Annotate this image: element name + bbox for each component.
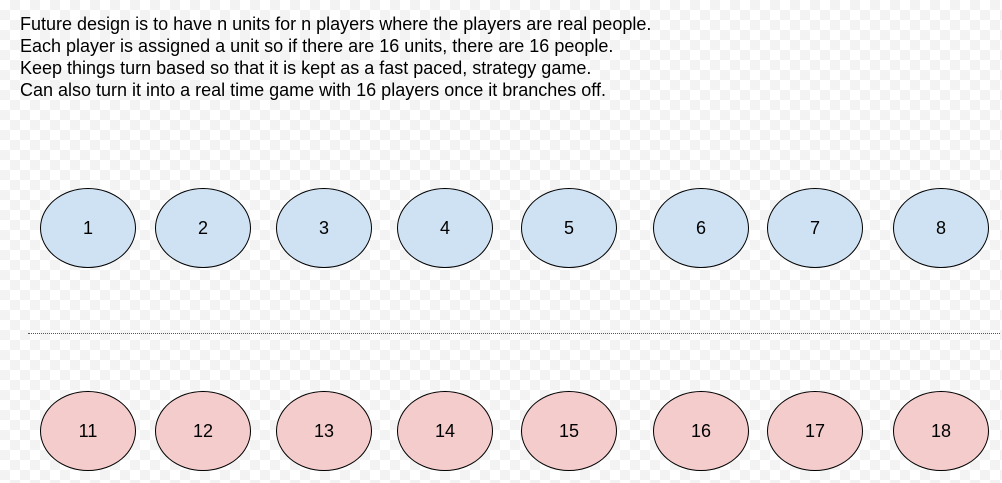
unit-16[interactable]: 16: [653, 391, 749, 471]
unit-17[interactable]: 17: [767, 391, 863, 471]
unit-8[interactable]: 8: [893, 188, 989, 268]
unit-4[interactable]: 4: [397, 188, 493, 268]
unit-3[interactable]: 3: [276, 188, 372, 268]
unit-1[interactable]: 1: [40, 188, 136, 268]
unit-15[interactable]: 15: [521, 391, 617, 471]
note-line-4: Can also turn it into a real time game w…: [20, 80, 606, 100]
unit-13[interactable]: 13: [276, 391, 372, 471]
unit-2[interactable]: 2: [155, 188, 251, 268]
unit-11[interactable]: 11: [40, 391, 136, 471]
team-divider-line: [28, 333, 1000, 334]
unit-14[interactable]: 14: [397, 391, 493, 471]
unit-6[interactable]: 6: [653, 188, 749, 268]
note-line-2: Each player is assigned a unit so if the…: [20, 36, 614, 56]
unit-7[interactable]: 7: [767, 188, 863, 268]
notes-text: Future design is to have n units for n p…: [20, 13, 920, 101]
note-line-1: Future design is to have n units for n p…: [20, 14, 652, 34]
unit-5[interactable]: 5: [521, 188, 617, 268]
unit-12[interactable]: 12: [155, 391, 251, 471]
unit-18[interactable]: 18: [893, 391, 989, 471]
note-line-3: Keep things turn based so that it is kep…: [20, 58, 592, 78]
